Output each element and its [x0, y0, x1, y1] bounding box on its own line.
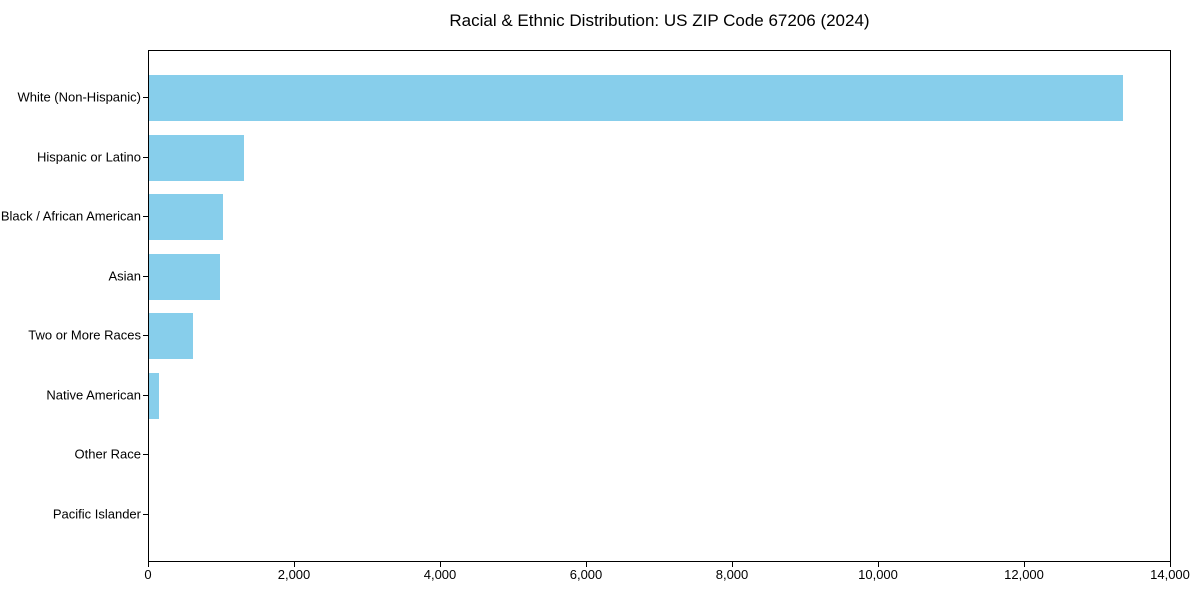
bar-two-or-more-races: [149, 313, 193, 359]
chart-title: Racial & Ethnic Distribution: US ZIP Cod…: [449, 11, 870, 30]
x-tick-mark: [1170, 562, 1171, 567]
bar-native-american: [149, 373, 159, 419]
x-tick-mark: [148, 562, 149, 567]
x-tick-label-2-000: 2,000: [277, 567, 311, 582]
bar-black-african-american: [149, 194, 223, 240]
bar-asian: [149, 254, 220, 300]
x-tick-label-10-000: 10,000: [858, 567, 898, 582]
y-tick-mark: [143, 157, 148, 158]
y-tick-label-pacific-islander: Pacific Islander: [52, 506, 141, 522]
y-tick-label-two-or-more-races: Two or More Races: [28, 327, 141, 343]
x-tick-mark: [440, 562, 441, 567]
x-tick-mark: [294, 562, 295, 567]
y-tick-mark: [143, 216, 148, 217]
x-tick-label-12-000: 12,000: [1004, 567, 1044, 582]
plot-area: [148, 50, 1171, 562]
x-tick-label-8-000: 8,000: [715, 567, 749, 582]
x-tick-mark: [586, 562, 587, 567]
x-tick-label-6-000: 6,000: [569, 567, 603, 582]
x-tick-mark: [732, 562, 733, 567]
y-tick-mark: [143, 335, 148, 336]
y-tick-mark: [143, 97, 148, 98]
x-tick-label-14-000: 14,000: [1150, 567, 1190, 582]
bar-hispanic-or-latino: [149, 135, 244, 181]
y-tick-label-white-non-hispanic: White (Non-Hispanic): [17, 89, 141, 105]
y-tick-label-native-american: Native American: [46, 387, 141, 403]
bar-white-non-hispanic: [149, 75, 1123, 121]
y-tick-mark: [143, 514, 148, 515]
x-tick-mark: [1024, 562, 1025, 567]
x-tick-label-0: 0: [144, 567, 152, 582]
y-tick-label-other-race: Other Race: [74, 446, 141, 462]
y-tick-label-black-african-american: Black / African American: [0, 208, 141, 224]
y-tick-mark: [143, 395, 148, 396]
x-tick-label-4-000: 4,000: [423, 567, 457, 582]
x-tick-mark: [878, 562, 879, 567]
y-tick-label-hispanic-or-latino: Hispanic or Latino: [36, 149, 141, 165]
y-tick-mark: [143, 276, 148, 277]
y-tick-mark: [143, 454, 148, 455]
y-tick-label-asian: Asian: [108, 268, 141, 284]
